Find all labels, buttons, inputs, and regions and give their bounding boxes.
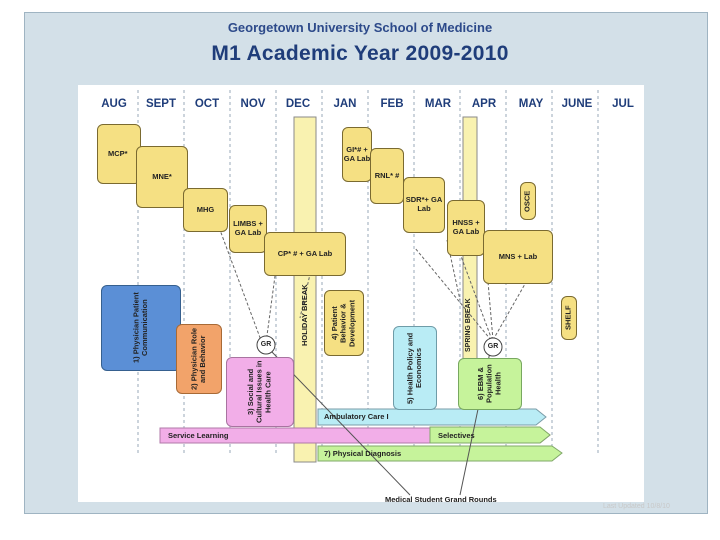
theme-2-block: 2) Physician Role and Behavior: [176, 324, 222, 394]
spring-break-label: SPRING BREAK: [465, 298, 472, 352]
course-mcp: MCP*: [97, 124, 141, 184]
service-learning-label: Service Learning: [168, 431, 229, 440]
gr-label-left: GR: [260, 341, 272, 348]
month-nov: NOV: [240, 98, 266, 110]
course-mns: MNS + Lab: [483, 230, 553, 284]
month-dec: DEC: [285, 98, 311, 110]
theme-5-block: 5) Health Policy and Economics: [393, 326, 437, 410]
course-shelf: SHELF: [561, 296, 577, 340]
grand-rounds-label: Medical Student Grand Rounds: [385, 495, 497, 504]
course-limbs: LIMBS + GA Lab: [229, 205, 267, 253]
holiday-break-label: HOLIDAY BREAK: [300, 284, 309, 346]
course-osce: OSCE: [520, 182, 536, 220]
theme-1-block: 1) Physician Patient Communication: [101, 285, 181, 371]
institution-name: Georgetown University School of Medicine: [227, 20, 493, 35]
selectives-track: [429, 426, 551, 444]
pd-track: [317, 445, 563, 462]
month-june: JUNE: [561, 98, 593, 110]
course-mhg: MHG: [183, 188, 228, 232]
gr-circle-right: [483, 337, 503, 357]
gr-circle-left: [256, 335, 276, 355]
month-oct: OCT: [194, 98, 220, 110]
month-apr: APR: [471, 98, 497, 110]
ambulatory-label: Ambulatory Care I: [324, 412, 389, 421]
month-jul: JUL: [612, 98, 634, 110]
month-feb: FEB: [380, 98, 404, 110]
course-rnl: RNL* #: [370, 148, 404, 204]
selectives-label: Selectives: [438, 431, 475, 440]
course-hnss: HNSS + GA Lab: [447, 200, 485, 256]
month-jan: JAN: [333, 98, 357, 110]
physical-diagnosis-label: 7) Physical Diagnosis: [324, 449, 402, 458]
month-sept: SEPT: [145, 98, 177, 110]
theme-3-block: 3) Social and Cultural Issues in Health …: [226, 357, 294, 427]
course-cp: CP* # + GA Lab: [264, 232, 346, 276]
course-mne: MNE*: [136, 146, 188, 208]
course-sdr: SDR*+ GA Lab: [403, 177, 445, 233]
page-title: M1 Academic Year 2009-2010: [211, 42, 509, 65]
gr-label-right: GR: [487, 343, 499, 350]
course-gi: GI*# + GA Lab: [342, 127, 372, 182]
month-may: MAY: [518, 98, 544, 110]
month-mar: MAR: [424, 98, 452, 110]
theme-6-block: 6) EBM & Population Health: [458, 358, 522, 410]
month-aug: AUG: [101, 98, 127, 110]
theme-4-block: 4) Patient Behavior & Development: [324, 290, 364, 356]
last-updated: Last Updated 10/8/10: [603, 503, 670, 510]
holiday-break-bar: [293, 116, 317, 463]
